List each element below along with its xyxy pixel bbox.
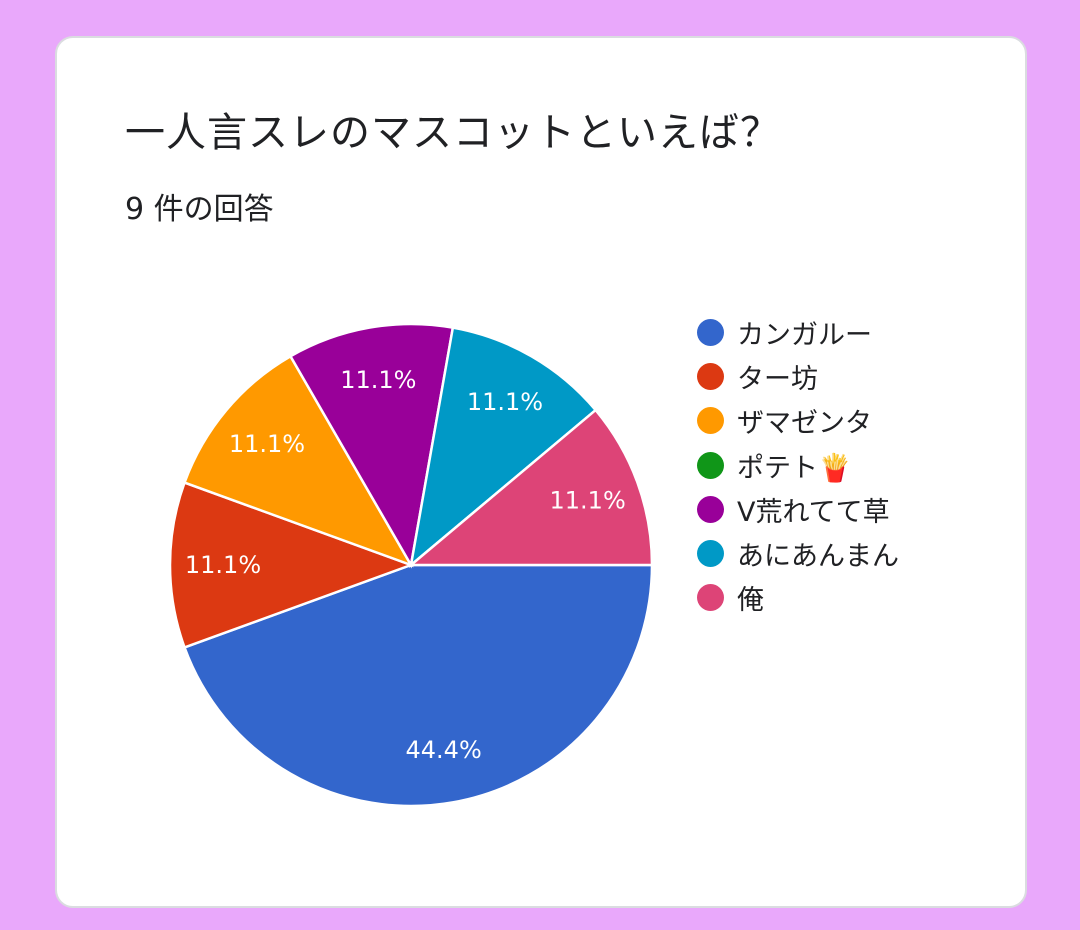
slice-percent-label: 11.1% (185, 551, 261, 579)
slice-percent-label: 11.1% (550, 487, 626, 515)
pie-slice-6[interactable] (409, 326, 598, 569)
legend-item[interactable]: あにあんまん (697, 531, 899, 575)
legend-swatch (697, 318, 724, 346)
slice-percent-label: 11.1% (467, 388, 543, 416)
legend-item[interactable]: カンガルー (697, 310, 899, 354)
pie-slice-7[interactable] (407, 408, 654, 567)
legend-swatch (697, 407, 724, 435)
legend-label: ター坊 (737, 363, 818, 395)
legend-swatch (697, 451, 724, 479)
legend-swatch (697, 362, 724, 390)
legend-swatch (697, 584, 724, 612)
pie-slice-1[interactable] (182, 563, 654, 808)
legend-item[interactable]: V荒れてて草 (697, 487, 899, 531)
legend-label: 俺 (737, 585, 764, 617)
pie-slice-3[interactable] (182, 354, 414, 568)
slice-percent-label: 44.4% (406, 736, 482, 764)
legend-swatch (697, 495, 724, 523)
question-title: 一人言スレのマスコットといえば？ (125, 110, 781, 156)
response-summary-card: 一人言スレのマスコットといえば？ 9 件の回答 44.4% 11.1% 11.1% 1… (55, 36, 1027, 908)
legend-label: V荒れてて草 (737, 496, 890, 528)
legend-item[interactable]: ポテト🍟 (697, 443, 899, 487)
legend-label: カンガルー (737, 319, 872, 351)
response-count: 9 件の回答 (125, 192, 274, 227)
legend-label: ザマゼンタ (737, 408, 872, 440)
legend-swatch (697, 540, 724, 568)
slice-percent-label: 11.1% (229, 430, 305, 458)
legend-label: ポテト🍟 (737, 452, 852, 484)
legend-item[interactable]: 俺 (697, 576, 899, 620)
legend-item[interactable]: ザマゼンタ (697, 399, 899, 443)
pie-chart: 44.4% 11.1% 11.1% 11.1% 11.1% 11.1% (168, 322, 654, 808)
pie-slice-2[interactable] (168, 480, 415, 650)
slice-percent-label: 11.1% (340, 366, 416, 394)
chart-legend: カンガルーター坊ザマゼンタポテト🍟 V荒れてて草 あにあんまん俺 (697, 310, 899, 620)
pie-slice-5[interactable] (288, 322, 455, 569)
legend-label: あにあんまん (737, 541, 899, 573)
legend-item[interactable]: ター坊 (697, 354, 899, 398)
